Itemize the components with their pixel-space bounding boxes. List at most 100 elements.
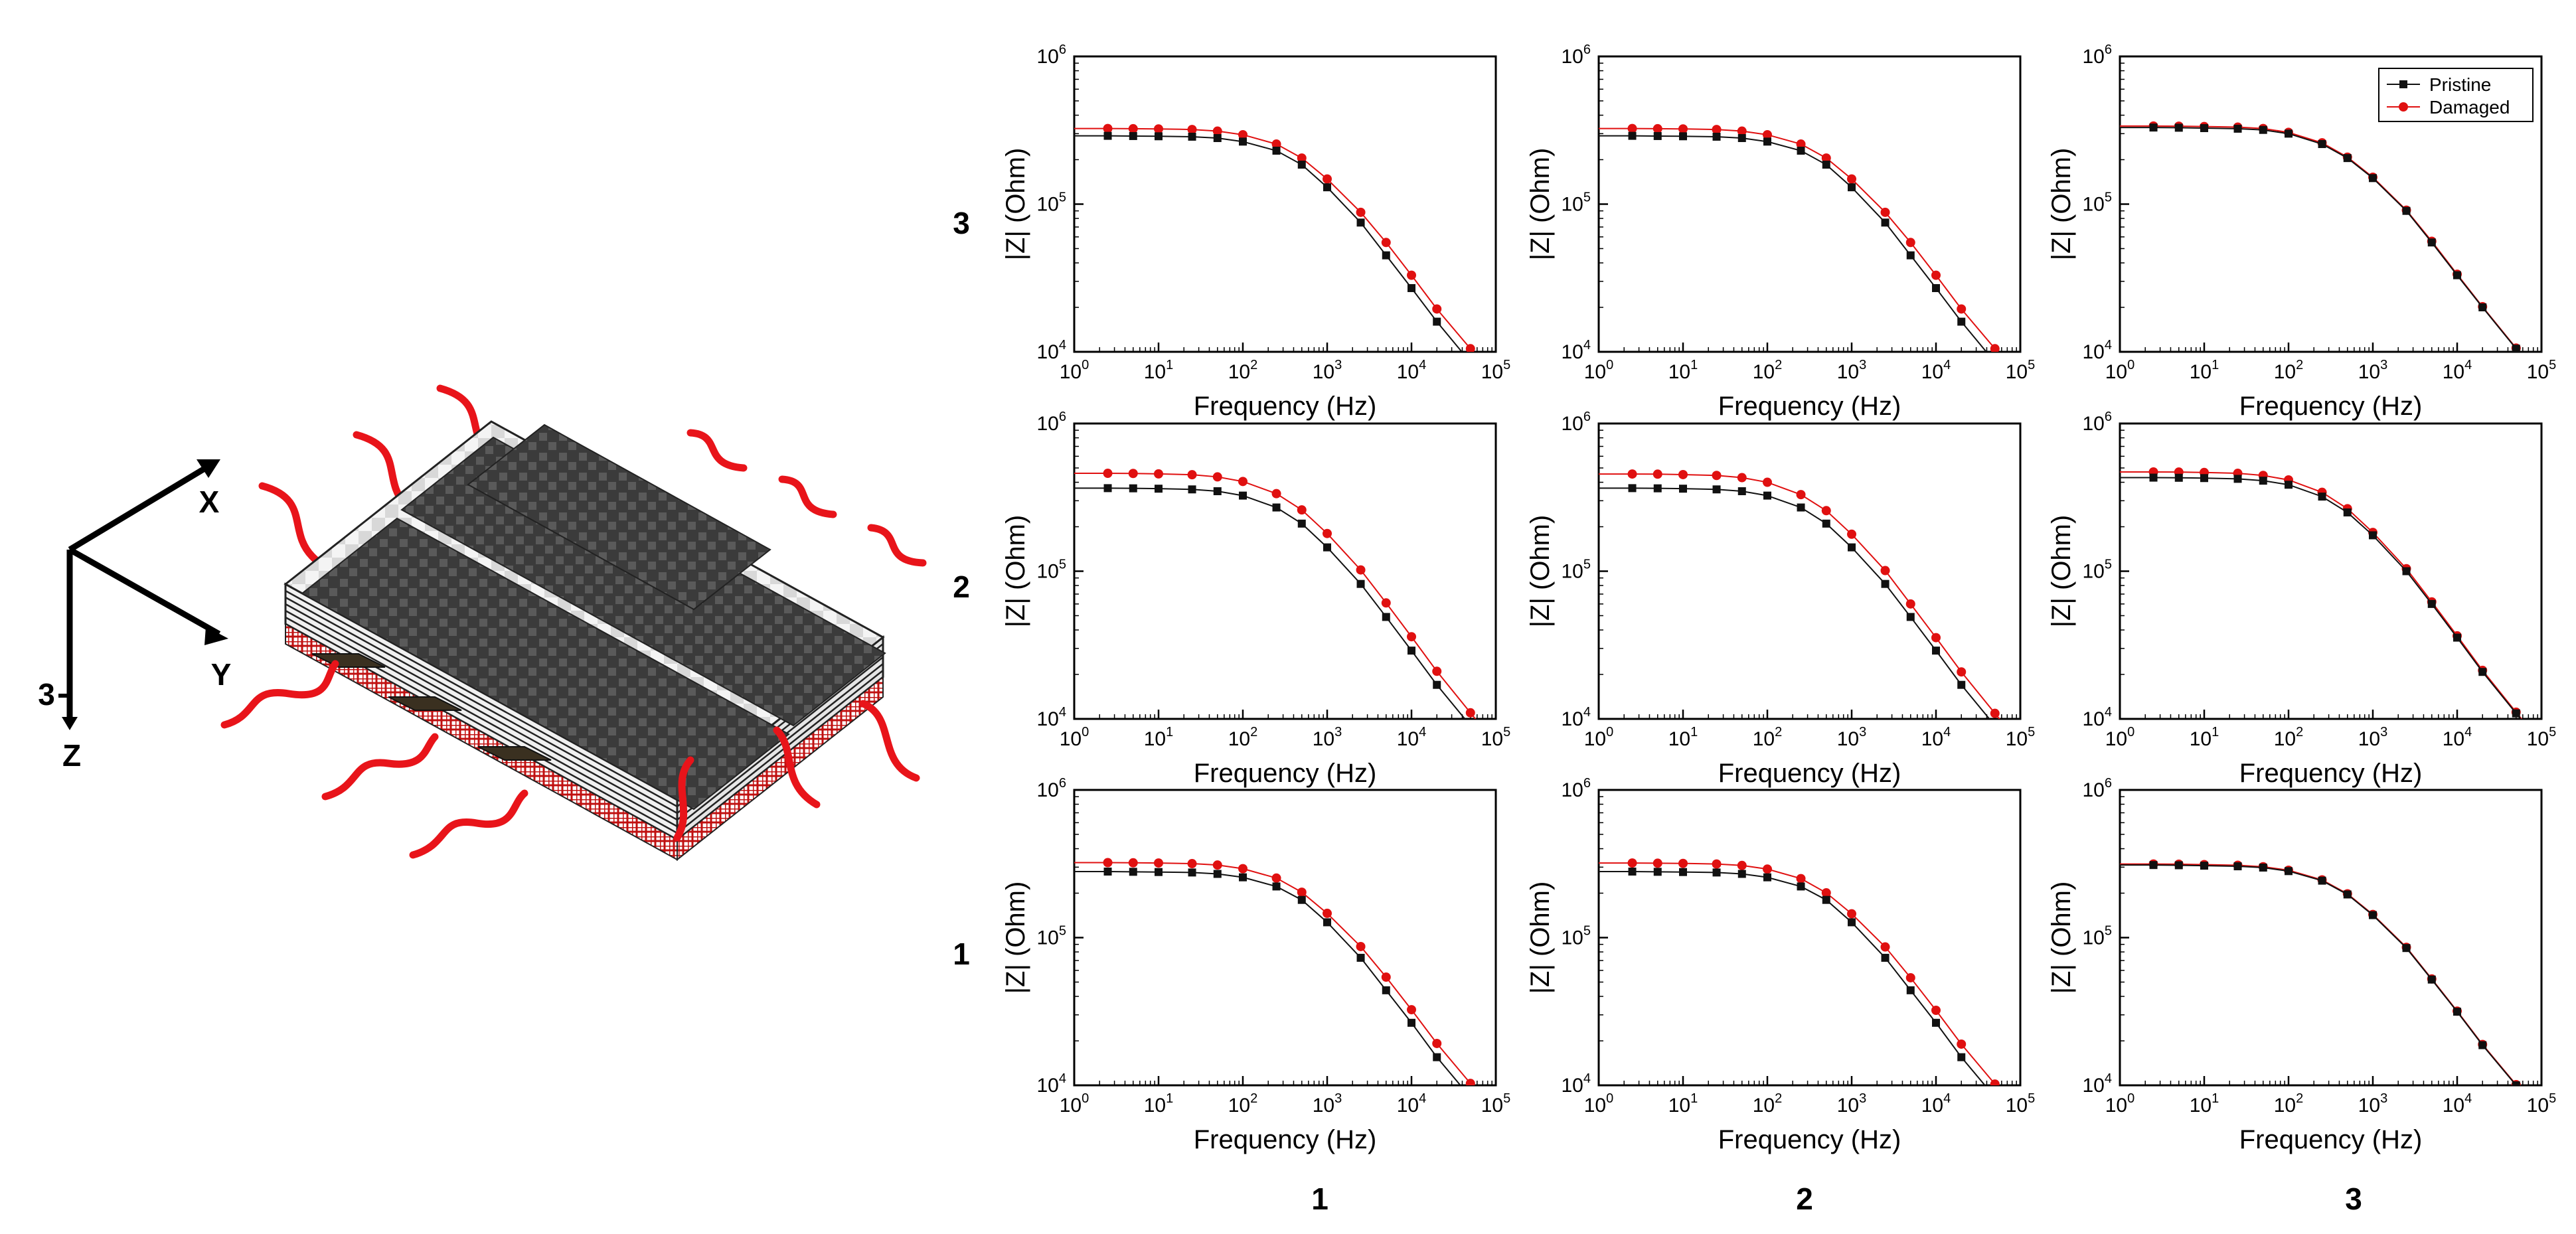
x-tick-label: 100: [1584, 725, 1614, 750]
data-point-pristine: [1932, 284, 1940, 293]
y-tick-label: 105: [1562, 191, 1591, 216]
x-tick-label: 101: [2190, 358, 2219, 383]
data-point-pristine: [1628, 131, 1637, 140]
z-axis-label: Z: [62, 738, 81, 773]
data-point-pristine: [1408, 647, 1415, 655]
data-point-pristine: [2149, 473, 2158, 482]
y-tick-label: 106: [2083, 42, 2113, 68]
series-line-damaged: [2120, 125, 2520, 352]
x-tick-label: 104: [1397, 725, 1427, 750]
series-layer: [1074, 123, 1475, 352]
data-point-pristine: [2285, 481, 2293, 489]
data-point-damaged: [1238, 477, 1248, 487]
data-point-pristine: [2318, 140, 2326, 149]
data-point-pristine: [1957, 1053, 1966, 1061]
data-point-pristine: [2259, 125, 2267, 134]
y-tick-label: 104: [1037, 705, 1067, 730]
x-tick-label: 103: [1313, 358, 1342, 383]
x-axis-label: X: [199, 485, 220, 519]
data-point-pristine: [2318, 876, 2326, 885]
data-point-damaged: [1407, 1005, 1416, 1015]
data-point-pristine: [1239, 491, 1247, 500]
data-point-damaged: [1990, 344, 2000, 352]
x-axis-title: Frequency (Hz): [1194, 392, 1377, 421]
data-point-damaged: [1187, 470, 1197, 480]
x-tick-label: 101: [1144, 1091, 1174, 1117]
data-point-damaged: [1187, 125, 1197, 135]
data-point-pristine: [1188, 868, 1196, 877]
x-tick-label: 104: [1397, 1091, 1427, 1117]
y-tick-label: 106: [2083, 410, 2113, 435]
data-point-damaged: [1957, 1039, 1967, 1049]
data-point-damaged: [1847, 174, 1856, 184]
data-point-damaged: [1678, 124, 1688, 134]
series-line-damaged: [1599, 473, 2000, 719]
data-point-pristine: [1297, 161, 1306, 169]
series-line-pristine: [2120, 477, 2522, 719]
data-point-pristine: [2478, 303, 2487, 312]
x-tick-label: 100: [2105, 1091, 2135, 1117]
y-tick-label: 105: [2083, 191, 2113, 216]
x-tick-label: 101: [2190, 1091, 2219, 1117]
x-tick-label: 105: [2527, 358, 2557, 383]
data-point-pristine: [2233, 862, 2242, 871]
data-point-pristine: [1272, 147, 1281, 155]
data-point-pristine: [1129, 484, 1137, 493]
y-axis-title: |Z| (Ohm): [2047, 148, 2076, 261]
data-point-damaged: [1128, 469, 1138, 479]
data-point-pristine: [1628, 484, 1637, 493]
data-point-pristine: [1991, 358, 1999, 366]
data-point-pristine: [1408, 1018, 1415, 1027]
x-tick-label: 103: [1837, 358, 1867, 383]
y-tick-label: 106: [1037, 410, 1067, 435]
data-point-damaged: [1821, 153, 1831, 163]
data-point-damaged: [1154, 124, 1163, 134]
y-axis-title: |Z| (Ohm): [2047, 515, 2076, 628]
data-point-pristine: [2427, 599, 2436, 608]
x-axis-title: Frequency (Hz): [2239, 759, 2423, 788]
y-tick-label: 106: [1562, 410, 1591, 435]
data-point-damaged: [1297, 887, 1307, 897]
data-point-pristine: [2149, 861, 2158, 870]
data-point-pristine: [1906, 251, 1915, 260]
lead-wire: [773, 726, 821, 809]
data-point-pristine: [1932, 647, 1940, 655]
data-point-damaged: [1103, 123, 1113, 133]
data-point-pristine: [2285, 129, 2293, 138]
lead-wire: [778, 475, 837, 518]
data-point-pristine: [1239, 137, 1247, 146]
data-point-damaged: [1238, 864, 1248, 874]
x-tick-label: 103: [1313, 1091, 1342, 1117]
x-tick-label: 104: [2443, 1091, 2472, 1117]
x-tick-label: 102: [1228, 725, 1258, 750]
y-tick-label: 104: [2083, 1071, 2113, 1097]
plot-frame: [2119, 422, 2543, 720]
data-point-damaged: [1627, 469, 1637, 479]
data-point-damaged: [1796, 139, 1806, 149]
data-point-pristine: [1129, 131, 1137, 140]
series-layer: [2120, 467, 2523, 719]
data-point-damaged: [1652, 123, 1662, 133]
data-point-pristine: [2259, 863, 2267, 872]
col-label-2: 2: [1796, 1182, 1813, 1216]
data-point-damaged: [1652, 858, 1662, 868]
data-point-damaged: [1905, 238, 1915, 248]
data-point-pristine: [1653, 131, 1662, 140]
series-layer: [2120, 121, 2521, 352]
y-axis-title: |Z| (Ohm): [1526, 515, 1555, 628]
data-point-pristine: [2285, 867, 2293, 876]
x-tick-label: 100: [1584, 1091, 1614, 1117]
data-point-damaged: [1880, 942, 1890, 952]
y-axis-title: |Z| (Ohm): [1526, 882, 1555, 994]
data-point-pristine: [2200, 862, 2208, 870]
data-point-pristine: [1323, 543, 1331, 552]
data-point-pristine: [2427, 975, 2436, 984]
x-tick-label: 101: [1668, 725, 1698, 750]
data-point-pristine: [1712, 485, 1721, 494]
x-tick-label: 105: [2527, 725, 2557, 750]
data-point-damaged: [1627, 123, 1637, 133]
data-point-pristine: [2512, 1081, 2520, 1085]
data-point-pristine: [1382, 251, 1390, 260]
x-tick-label: 101: [1144, 358, 1174, 383]
data-point-damaged: [1356, 207, 1366, 217]
